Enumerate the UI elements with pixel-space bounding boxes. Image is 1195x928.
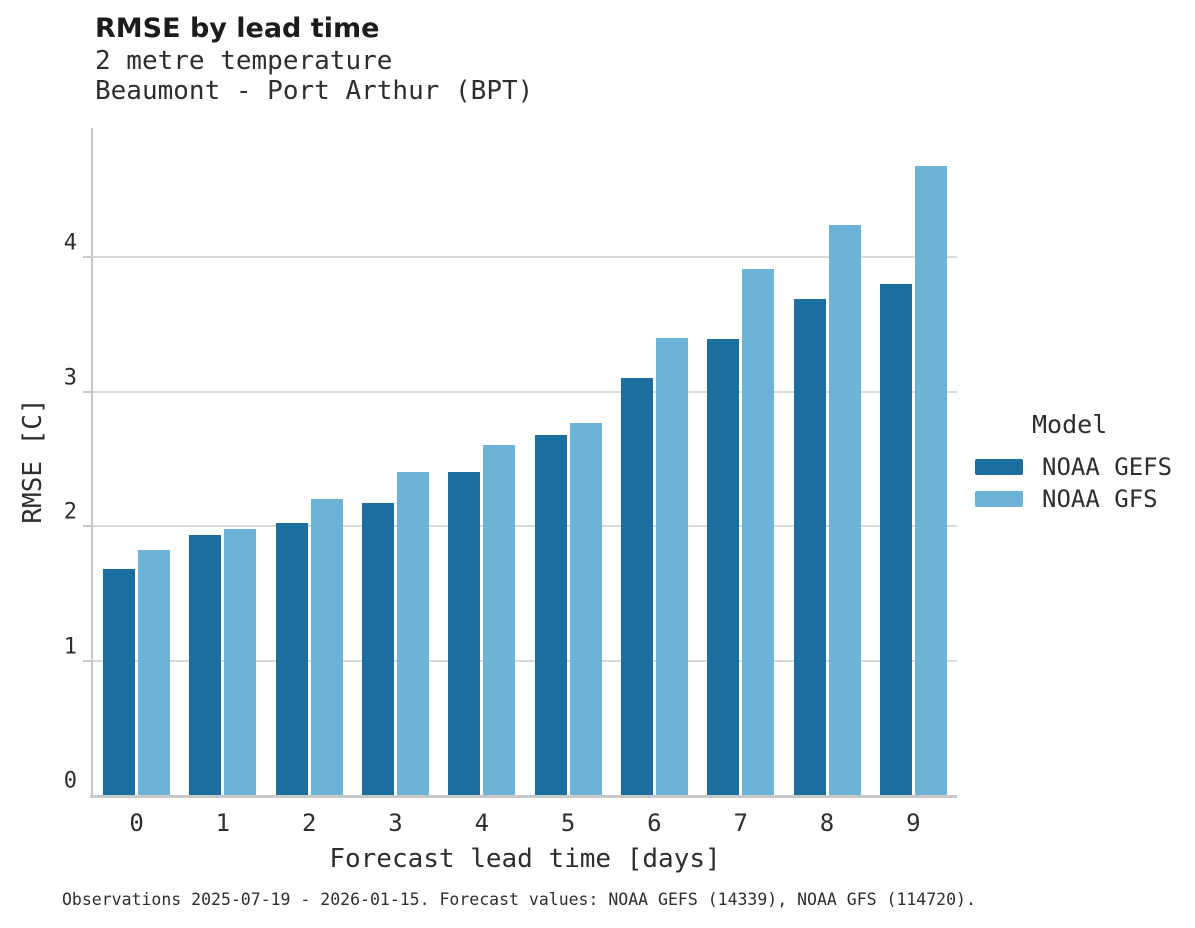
chart-header: RMSE by lead time 2 metre temperature Be… (95, 12, 533, 106)
bar-noaa-gfs-lead-4 (483, 445, 516, 795)
legend-swatch-icon (975, 491, 1023, 507)
legend-swatch-icon (975, 459, 1023, 475)
bar-noaa-gefs-lead-7 (707, 339, 740, 795)
bar-noaa-gfs-lead-0 (138, 550, 171, 795)
x-tick-label-4: 4 (474, 809, 490, 837)
gridline-y-4 (93, 256, 957, 259)
x-axis-line (90, 795, 957, 798)
legend-title: Model (1032, 410, 1108, 439)
legend-entry-label: NOAA GEFS (1042, 453, 1173, 481)
y-axis-label: RMSE [C] (18, 398, 48, 524)
y-tick-label-2: 2 (63, 499, 77, 525)
bar-noaa-gfs-lead-6 (655, 337, 688, 795)
y-tick-label-3: 3 (63, 365, 77, 391)
x-tick-label-0: 0 (129, 809, 144, 837)
bar-noaa-gefs-lead-9 (879, 284, 912, 795)
x-tick-label-5: 5 (560, 809, 576, 837)
x-tick-label-3: 3 (388, 809, 403, 837)
legend: Model NOAA GEFS NOAA GFS (975, 410, 1172, 515)
y-tick-label-1: 1 (63, 634, 77, 660)
bar-noaa-gefs-lead-5 (534, 434, 567, 795)
bar-noaa-gefs-lead-0 (103, 569, 136, 795)
bar-noaa-gefs-lead-2 (275, 523, 308, 795)
y-axis-spine (91, 128, 93, 797)
x-tick-label-9: 9 (906, 809, 921, 837)
y-tick-mark-1 (83, 659, 91, 662)
legend-entry-label: NOAA GFS (1042, 485, 1158, 513)
bar-noaa-gefs-lead-3 (362, 503, 394, 795)
bar-noaa-gefs-lead-6 (620, 378, 653, 795)
y-tick-mark-3 (83, 390, 91, 393)
y-tick-mark-4 (83, 256, 91, 259)
bar-noaa-gfs-lead-2 (310, 499, 343, 795)
legend-entry-noaa-gfs: NOAA GFS (975, 483, 1172, 515)
legend-entry-noaa-gefs: NOAA GEFS (975, 451, 1172, 483)
y-tick-label-0: 0 (63, 768, 77, 794)
x-tick-label-1: 1 (215, 809, 231, 837)
gridline-y-3 (93, 390, 957, 393)
chart-subtitle-variable: 2 metre temperature (95, 46, 393, 76)
chart-subtitle-location: Beaumont - Port Arthur (BPT) (95, 76, 534, 106)
plot-area: 0 1 2 3 4 0 1 2 3 4 5 6 7 8 9 (64, 128, 957, 837)
bar-noaa-gfs-lead-7 (742, 269, 775, 795)
x-tick-label-2: 2 (301, 809, 317, 837)
bar-noaa-gfs-lead-5 (569, 422, 602, 795)
footer-caption: Observations 2025-07-19 - 2026-01-15. Fo… (62, 890, 976, 909)
x-axis-label: Forecast lead time [days] (329, 844, 721, 874)
bar-noaa-gfs-lead-3 (397, 472, 429, 795)
gridline-y-2 (93, 525, 957, 528)
x-tick-label-8: 8 (819, 809, 835, 837)
gridline-y-1 (93, 659, 957, 662)
bar-noaa-gefs-lead-1 (189, 535, 222, 795)
y-tick-mark-2 (83, 525, 91, 528)
x-tick-label-6: 6 (647, 809, 662, 837)
chart-title: RMSE by lead time (95, 13, 380, 44)
bar-noaa-gfs-lead-1 (224, 528, 257, 795)
bar-noaa-gefs-lead-4 (448, 472, 481, 795)
bar-noaa-gfs-lead-9 (914, 165, 947, 795)
bar-noaa-gefs-lead-8 (793, 298, 826, 795)
y-tick-label-4: 4 (63, 230, 77, 256)
bar-noaa-gfs-lead-8 (828, 224, 861, 795)
x-tick-label-7: 7 (733, 809, 748, 837)
